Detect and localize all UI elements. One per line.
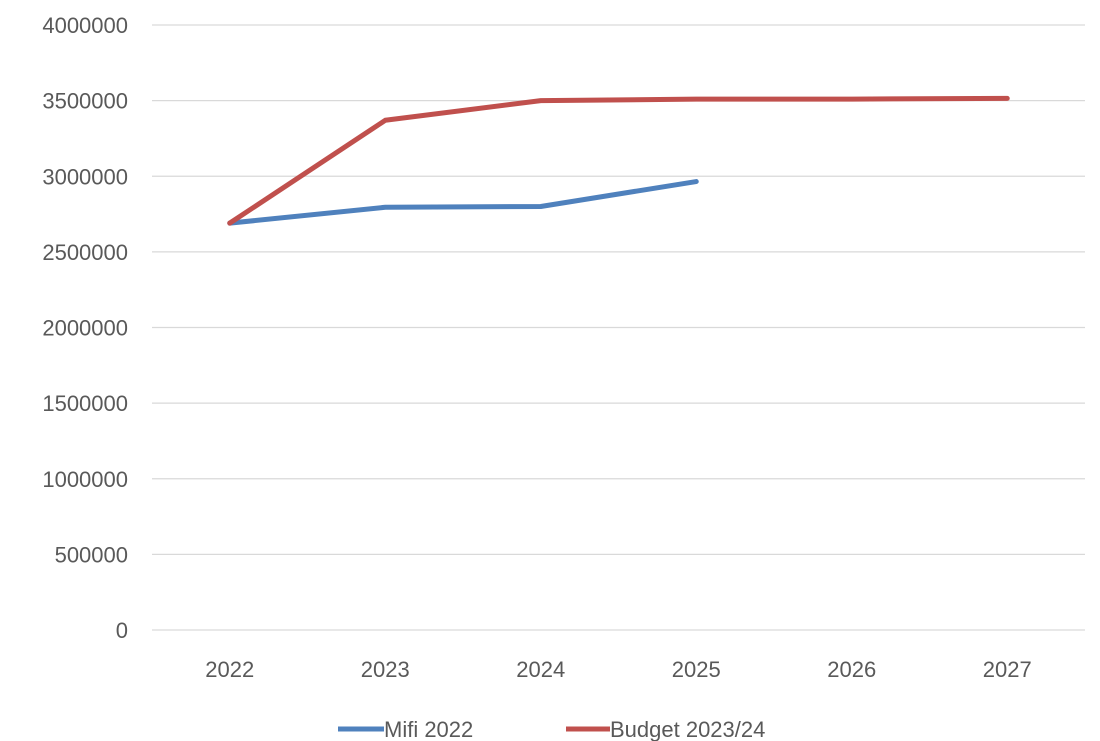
- x-tick-label: 2025: [672, 657, 721, 682]
- y-tick-label: 3000000: [42, 164, 128, 189]
- series-lines: [227, 95, 1010, 226]
- x-tick-label: 2022: [205, 657, 254, 682]
- legend-label: Budget 2023/24: [610, 717, 765, 741]
- x-tick-label: 2026: [827, 657, 876, 682]
- series-line-1: [227, 95, 1010, 226]
- y-tick-label: 0: [116, 618, 128, 643]
- x-tick-label: 2027: [983, 657, 1032, 682]
- legend-label: Mifi 2022: [384, 717, 473, 741]
- legend: Mifi 2022 Budget 2023/24: [338, 717, 765, 741]
- gridlines: [152, 24, 1085, 631]
- y-tick-label: 1000000: [42, 467, 128, 492]
- x-axis-tick-labels: 2022 2023 2024 2025 2026 2027: [205, 657, 1031, 682]
- y-tick-label: 4000000: [42, 13, 128, 38]
- y-tick-label: 2000000: [42, 316, 128, 341]
- x-tick-label: 2023: [361, 657, 410, 682]
- y-axis-tick-labels: 0 500000 1000000 1500000 2000000 2500000 30000…: [42, 13, 128, 643]
- y-tick-label: 500000: [55, 542, 128, 567]
- y-tick-label: 2500000: [42, 240, 128, 265]
- x-tick-label: 2024: [516, 657, 565, 682]
- series-line-0: [227, 179, 699, 226]
- y-tick-label: 1500000: [42, 391, 128, 416]
- y-tick-label: 3500000: [42, 89, 128, 114]
